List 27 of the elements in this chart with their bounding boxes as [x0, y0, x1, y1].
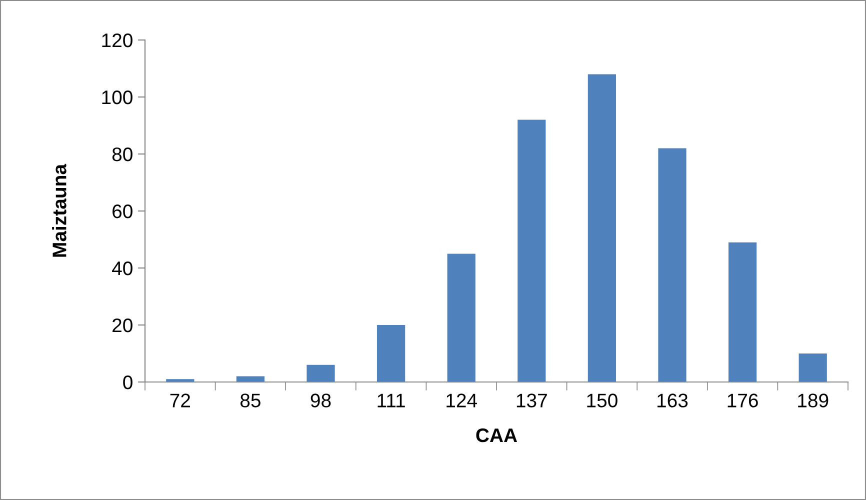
y-tick-label: 20: [112, 318, 132, 332]
bar: [658, 148, 686, 382]
bar: [588, 74, 616, 382]
x-tick-label: 72: [170, 394, 190, 408]
y-tick-label: 0: [123, 375, 132, 390]
x-tick-label: 189: [798, 394, 828, 408]
bar: [798, 354, 827, 382]
bar: [306, 364, 335, 382]
bar: [376, 325, 406, 382]
y-tick-label: 80: [112, 147, 132, 162]
y-tick-label: 100: [102, 90, 132, 104]
x-axis-title: CAA: [476, 428, 518, 442]
bar: [447, 254, 476, 382]
y-tick-label: 40: [112, 261, 132, 276]
x-tick-label: 137: [516, 394, 547, 408]
bar: [518, 120, 546, 382]
y-tick-label: 120: [102, 33, 132, 48]
x-tick-label: 150: [587, 394, 618, 408]
x-tick-label: 176: [728, 394, 758, 408]
x-tick-label: 124: [446, 394, 478, 408]
bar: [728, 242, 757, 382]
x-tick-label: 111: [378, 394, 405, 408]
x-tick-label: 98: [310, 394, 331, 408]
x-tick-label: 85: [240, 394, 260, 408]
x-tick-label: 163: [658, 394, 688, 408]
y-axis-title: Maiztauna: [52, 164, 66, 257]
y-tick-label: 60: [112, 204, 132, 218]
